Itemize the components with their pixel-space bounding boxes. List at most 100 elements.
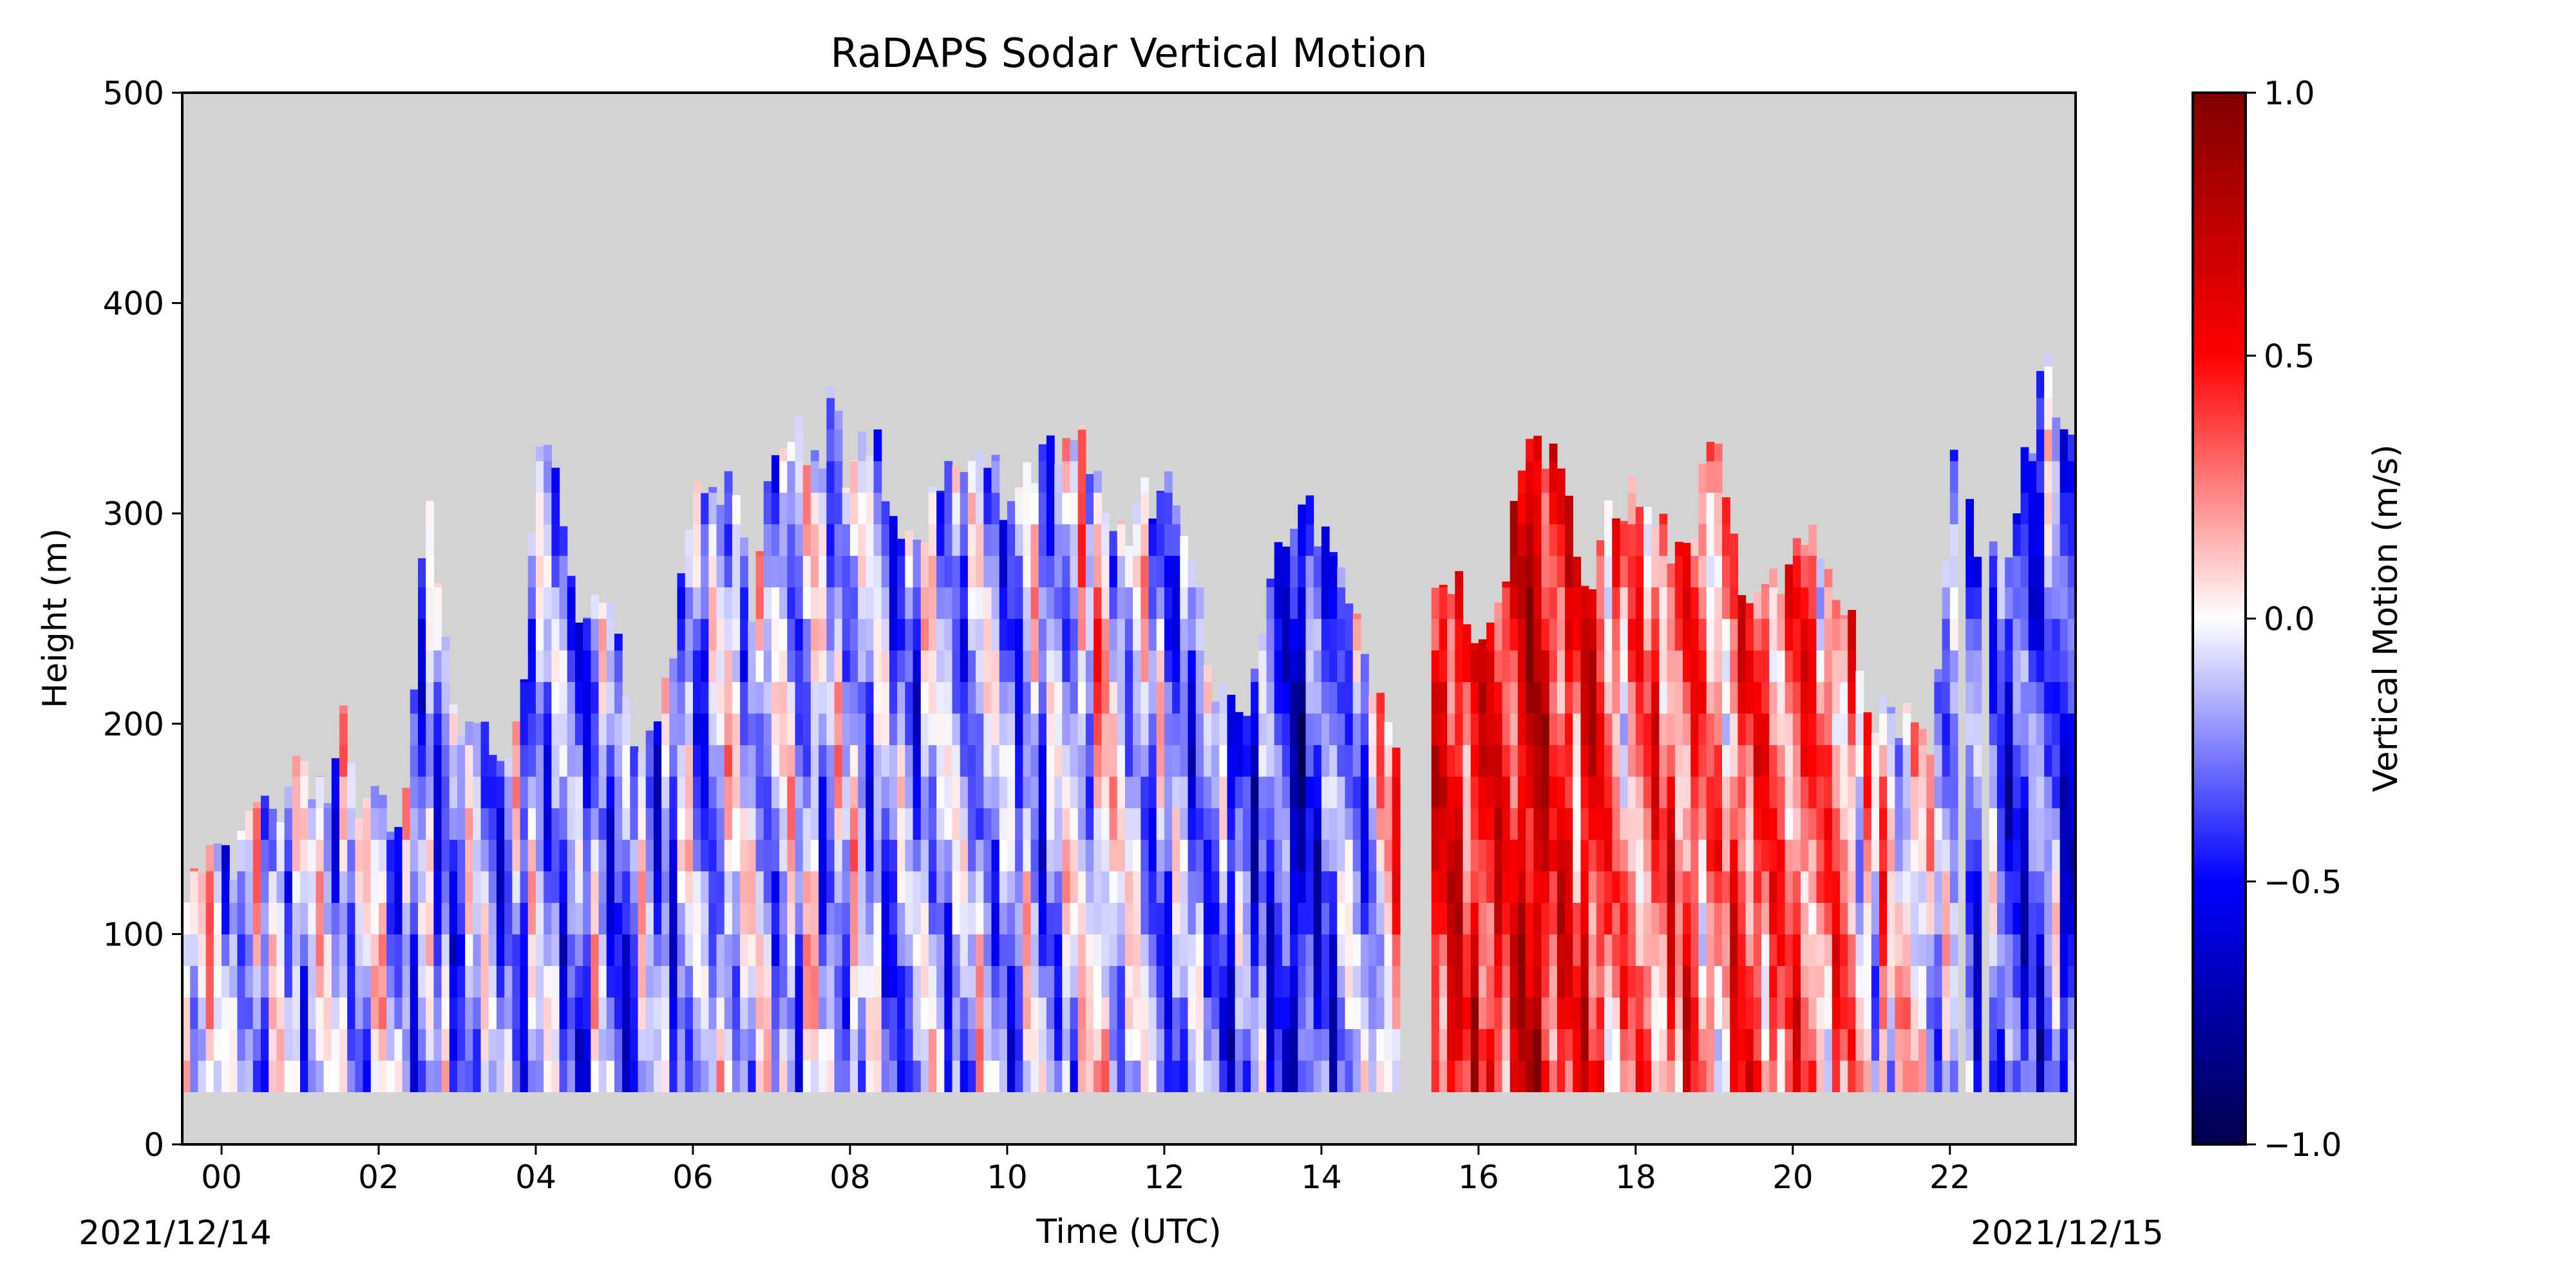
heatmap-cell — [1180, 618, 1189, 651]
heatmap-cell — [1785, 934, 1794, 966]
heatmap-cell — [2052, 997, 2061, 1029]
heatmap-cell — [1195, 587, 1204, 620]
heatmap-cell — [787, 460, 796, 493]
heatmap-cell — [1431, 776, 1440, 809]
heatmap-cell — [1439, 1028, 1448, 1061]
heatmap-cell — [1989, 650, 1998, 683]
heatmap-cell — [1235, 713, 1244, 746]
heatmap-cell — [858, 776, 866, 809]
heatmap-cell — [1219, 965, 1228, 998]
heatmap-cell — [1526, 555, 1534, 588]
heatmap-cell — [936, 492, 945, 525]
heatmap-cell — [567, 871, 576, 904]
heatmap-cell — [638, 839, 647, 872]
heatmap-cell — [1266, 578, 1275, 588]
heatmap-cell — [1124, 965, 1133, 998]
heatmap-cell — [1337, 808, 1346, 840]
heatmap-cell — [1141, 839, 1150, 872]
heatmap-cell — [960, 902, 969, 934]
heatmap-cell — [551, 555, 560, 588]
heatmap-cell — [574, 902, 583, 934]
heatmap-cell — [1219, 713, 1228, 746]
heatmap-cell — [1659, 650, 1668, 683]
heatmap-cell — [198, 873, 207, 904]
heatmap-cell — [1376, 1028, 1385, 1061]
heatmap-cell — [1431, 965, 1440, 998]
heatmap-cell — [339, 965, 348, 998]
heatmap-cell — [1895, 737, 1904, 746]
heatmap-cell — [527, 965, 536, 998]
heatmap-cell — [692, 481, 701, 493]
heatmap-cell — [1557, 997, 1566, 1029]
heatmap-cell — [1463, 650, 1472, 683]
heatmap-cell — [496, 902, 505, 934]
heatmap-cell — [849, 997, 858, 1029]
heatmap-cell — [1337, 902, 1346, 934]
heatmap-cell — [1015, 487, 1023, 493]
heatmap-cell — [1698, 587, 1707, 620]
heatmap-cell — [2067, 808, 2076, 840]
heatmap-cell — [748, 965, 757, 998]
heatmap-cell — [1565, 902, 1573, 934]
heatmap-cell — [1203, 902, 1212, 934]
heatmap-cell — [834, 997, 843, 1029]
heatmap-cell — [520, 871, 529, 904]
heatmap-cell — [2052, 681, 2061, 714]
heatmap-cell — [1368, 1028, 1377, 1061]
heatmap-cell — [1062, 650, 1071, 683]
heatmap-cell — [1172, 744, 1180, 777]
heatmap-cell — [920, 542, 929, 556]
heatmap-cell — [1188, 839, 1197, 872]
heatmap-cell — [1007, 555, 1016, 588]
heatmap-cell — [1094, 808, 1102, 840]
heatmap-cell — [1832, 600, 1841, 620]
heatmap-cell — [1840, 681, 1848, 714]
heatmap-cell — [1431, 587, 1440, 620]
heatmap-cell — [1352, 871, 1361, 904]
heatmap-cell — [771, 455, 780, 462]
heatmap-cell — [606, 965, 615, 998]
heatmap-cell — [1007, 871, 1016, 904]
heatmap-cell — [873, 713, 882, 746]
heatmap-cell — [1274, 839, 1283, 872]
heatmap-cell — [551, 587, 560, 620]
heatmap-cell — [1674, 587, 1683, 620]
heatmap-cell — [1902, 965, 1911, 998]
heatmap-cell — [355, 934, 364, 966]
heatmap-cell — [1439, 808, 1448, 840]
heatmap-cell — [873, 934, 882, 966]
heatmap-cell — [1219, 871, 1228, 904]
heatmap-cell — [692, 965, 701, 998]
heatmap-cell — [1541, 744, 1550, 777]
heatmap-cell — [779, 744, 788, 777]
heatmap-cell — [802, 934, 811, 966]
heatmap-cell — [567, 902, 576, 934]
heatmap-cell — [842, 839, 851, 872]
heatmap-cell — [897, 650, 905, 683]
heatmap-cell — [1329, 713, 1338, 746]
heatmap-cell — [897, 871, 905, 904]
heatmap-cell — [598, 681, 607, 714]
heatmap-cell — [535, 713, 544, 746]
heatmap-cell — [339, 1060, 348, 1092]
heatmap-cell — [1620, 997, 1629, 1029]
heatmap-cell — [1612, 902, 1621, 934]
heatmap-cell — [1840, 1060, 1848, 1092]
heatmap-cell — [819, 965, 827, 998]
heatmap-cell — [732, 808, 741, 840]
heatmap-cell — [1801, 965, 1809, 998]
heatmap-cell — [1470, 997, 1479, 1029]
heatmap-cell — [1447, 744, 1455, 777]
heatmap-cell — [1188, 744, 1197, 777]
heatmap-cell — [1659, 618, 1668, 651]
heatmap-cell — [999, 650, 1008, 683]
heatmap-cell — [323, 839, 332, 872]
heatmap-cell — [1526, 965, 1534, 998]
heatmap-cell — [1730, 808, 1739, 840]
heatmap-cell — [740, 1060, 748, 1092]
heatmap-cell — [2052, 429, 2061, 462]
heatmap-cell — [653, 997, 662, 1029]
heatmap-cell — [1494, 808, 1503, 840]
heatmap-cell — [685, 529, 694, 556]
heatmap-cell — [1808, 524, 1817, 556]
